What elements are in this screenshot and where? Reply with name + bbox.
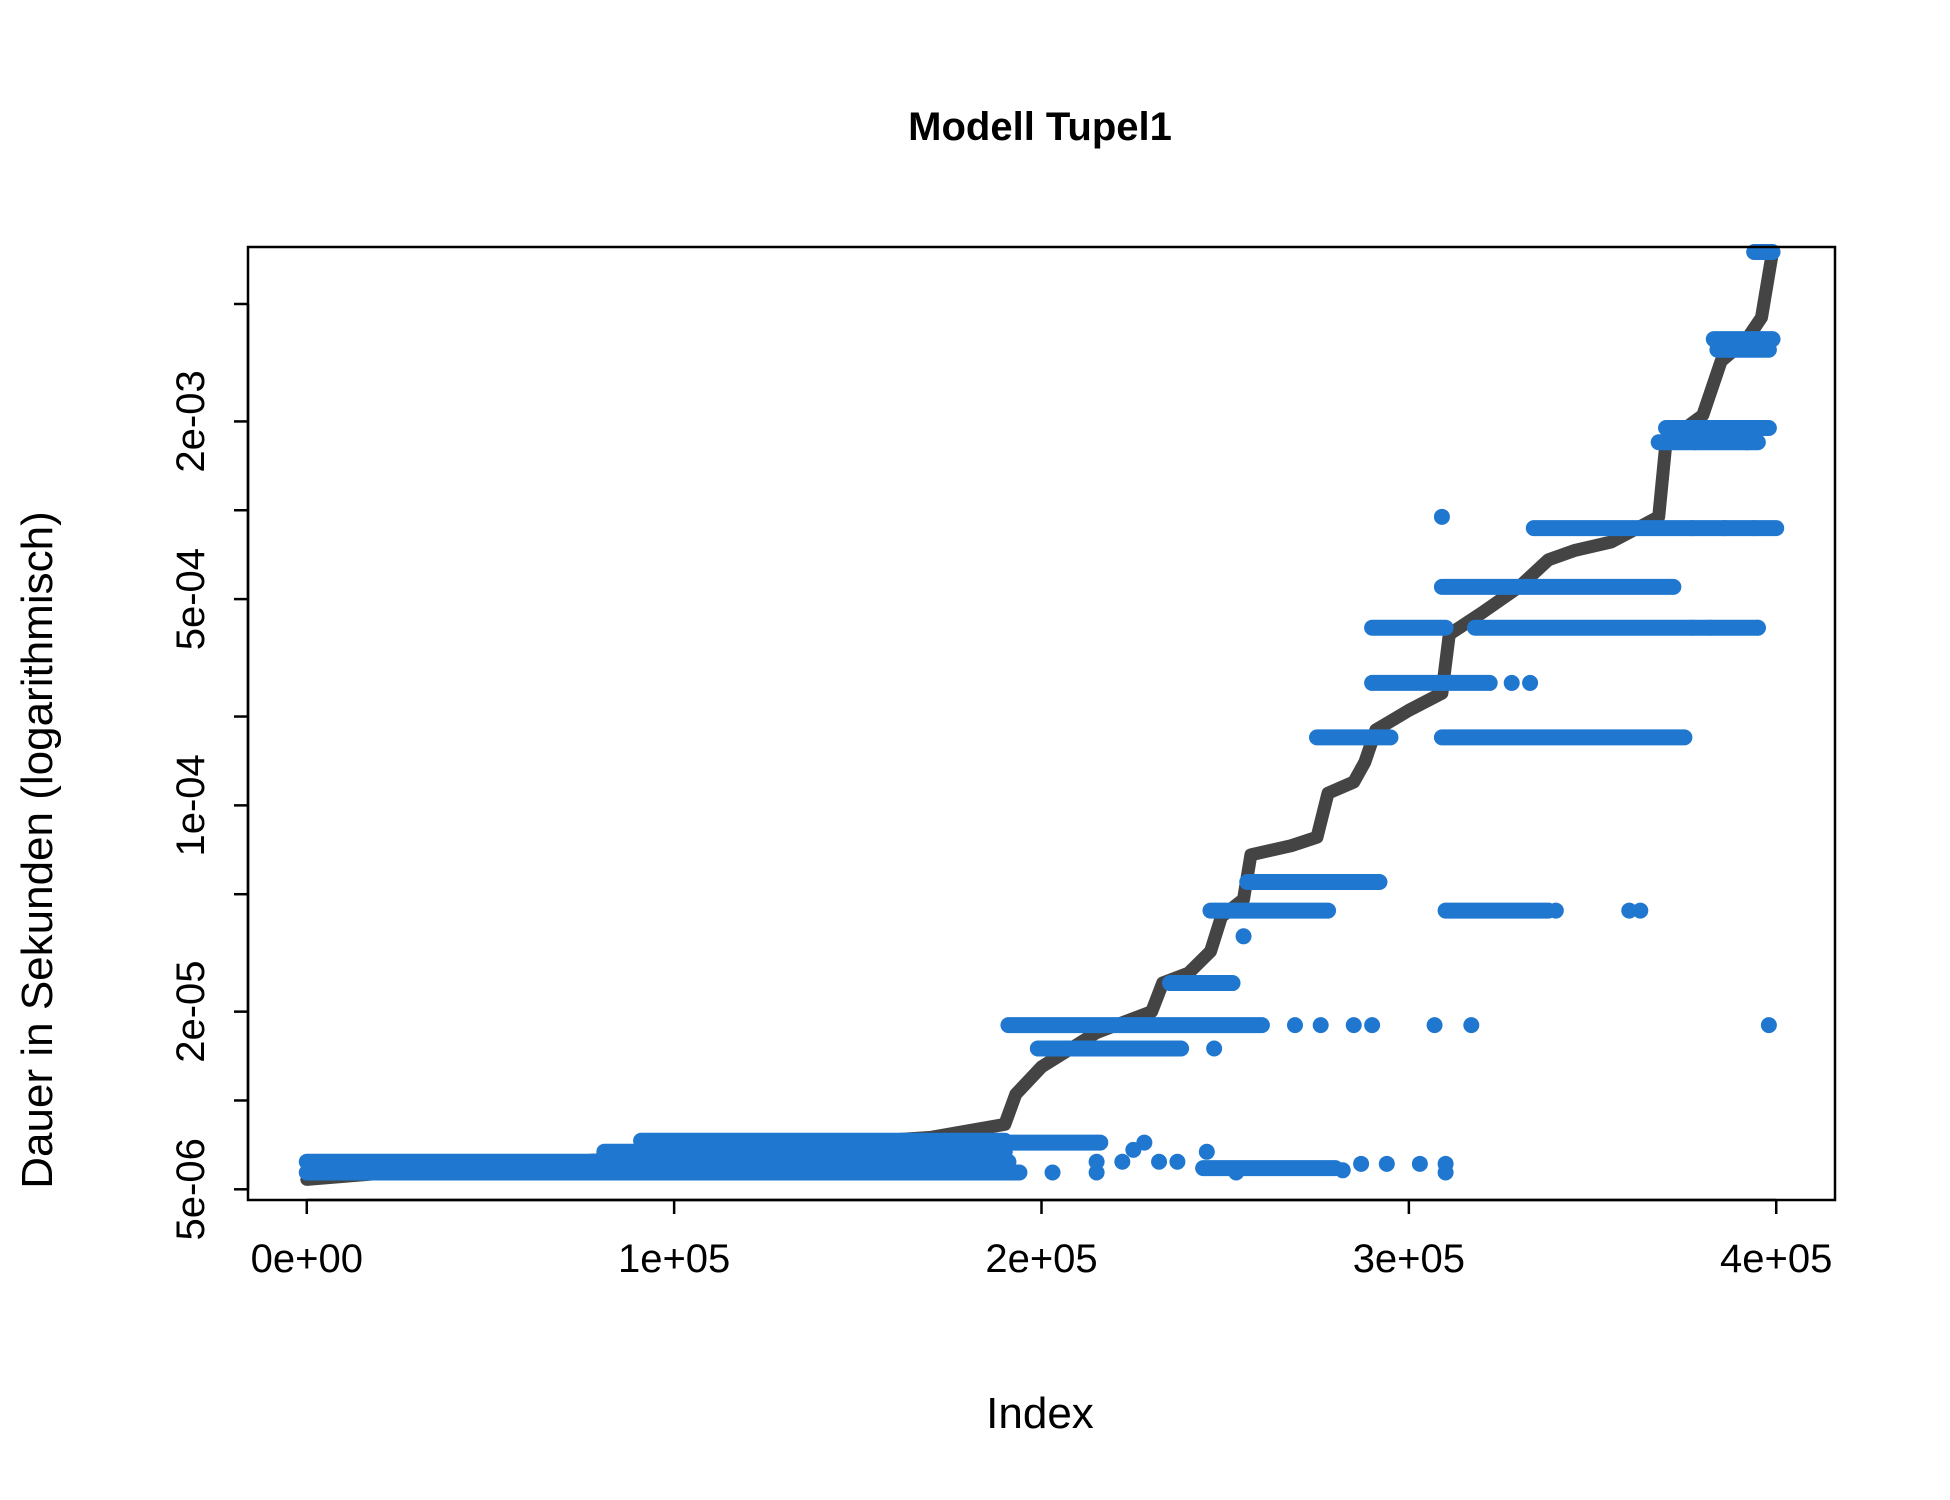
data-point [1621, 902, 1638, 919]
data-point [1738, 434, 1755, 451]
data-point [1044, 1164, 1061, 1181]
data-point [1437, 1155, 1454, 1172]
data-point [1151, 1153, 1168, 1170]
data-point [1683, 619, 1700, 636]
data-point [1345, 1017, 1362, 1034]
x-axis: 0e+00 1e+05 2e+05 3e+05 4e+05 [251, 1198, 1832, 1281]
y-tick-label: 5e-04 [169, 548, 213, 650]
plot-area [298, 244, 1785, 1186]
x-axis-label: Index [986, 1389, 1094, 1438]
y-axis: 5e-06 2e-05 1e-04 5e-04 2e-03 [169, 302, 250, 1240]
data-point [1433, 508, 1450, 525]
y-tick-label: 2e-03 [169, 370, 213, 472]
data-point [1687, 434, 1704, 451]
data-point [1206, 1040, 1223, 1057]
y-tick-label: 1e-04 [169, 754, 213, 856]
x-tick-label: 0e+00 [251, 1237, 363, 1281]
data-point [1426, 1017, 1443, 1034]
data-point [1683, 520, 1700, 537]
data-point [1749, 619, 1766, 636]
plot-frame [246, 245, 1837, 1202]
data-point [1228, 1164, 1245, 1181]
data-point [1463, 1017, 1480, 1034]
data-point [1632, 902, 1649, 919]
data-point [1746, 520, 1763, 537]
x-tick-label: 2e+05 [985, 1237, 1097, 1281]
data-point [1716, 520, 1733, 537]
data-point [1198, 1143, 1215, 1160]
data-point [1353, 1155, 1370, 1172]
x-tick-label: 1e+05 [618, 1237, 730, 1281]
data-point [1334, 1162, 1351, 1179]
data-point [1378, 1155, 1395, 1172]
series-line [300, 245, 1779, 1186]
data-point [1702, 619, 1719, 636]
data-point [1286, 1017, 1303, 1034]
y-tick-label: 2e-05 [169, 960, 213, 1062]
x-tick-label: 4e+05 [1720, 1237, 1832, 1281]
data-point [1114, 1153, 1131, 1170]
data-point [1364, 1017, 1381, 1034]
data-point [1522, 674, 1539, 691]
data-point [1235, 928, 1252, 945]
data-point [1411, 1155, 1428, 1172]
x-tick-label: 3e+05 [1353, 1237, 1465, 1281]
data-point [1547, 902, 1564, 919]
data-point [1088, 1153, 1105, 1170]
data-point [1169, 1153, 1186, 1170]
chart-title: Modell Tupel1 [908, 105, 1172, 149]
y-axis-label: Dauer in Sekunden (logarithmisch) [13, 511, 62, 1188]
data-point [1760, 1017, 1777, 1034]
data-point [1503, 674, 1520, 691]
data-point [1312, 1017, 1329, 1034]
y-tick-label: 5e-06 [169, 1138, 213, 1240]
data-point [1136, 1134, 1153, 1151]
